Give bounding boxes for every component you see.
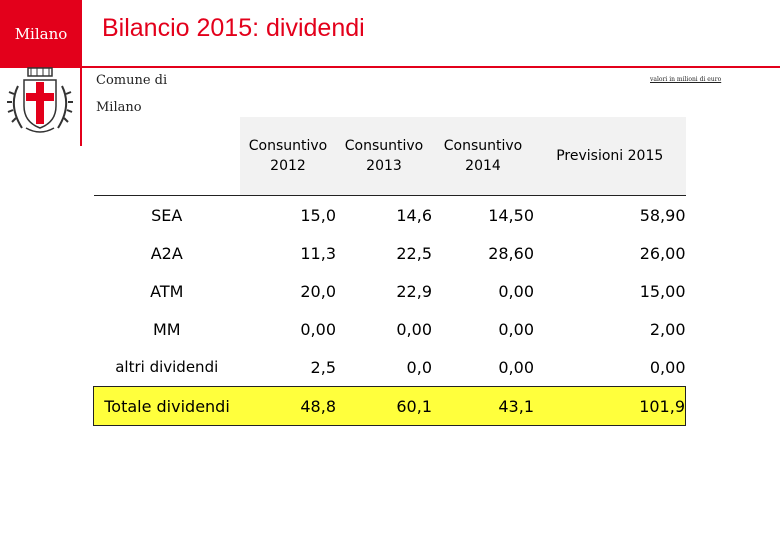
row-label: altri dividendi <box>115 358 219 376</box>
header-cell-2013: Consuntivo 2013 <box>336 117 432 196</box>
table-cell: 14,6 <box>336 195 432 234</box>
table-cell: 0,00 <box>498 357 534 377</box>
row-label: ATM <box>150 281 184 301</box>
row-label: A2A <box>150 243 183 263</box>
header-cell-2015: Previsioni 2015 <box>534 117 686 196</box>
table-cell: 0,00 <box>649 357 686 377</box>
table-cell: 0,00 <box>498 319 534 339</box>
table-cell: 58,90 <box>534 195 686 234</box>
table-cell: 2,00 <box>649 319 686 339</box>
row-label: Totale dividendi <box>93 386 240 426</box>
table-cell: 11,3 <box>300 243 336 263</box>
total-row: Totale dividendi 48,8 60,1 43,1 101,9 <box>93 386 686 426</box>
table-cell: 22,9 <box>396 281 432 301</box>
subtitle: Comune di Milano <box>96 67 167 121</box>
table-cell: 22,5 <box>396 243 432 263</box>
sidebar-divider <box>80 66 82 146</box>
table-cell: 20,0 <box>300 281 336 301</box>
header-cell-2012: Consuntivo 2012 <box>240 117 336 196</box>
row-label: MM <box>152 319 181 339</box>
coat-of-arms-icon <box>7 67 73 133</box>
logo-bar: Milano <box>0 0 82 68</box>
table-cell: 28,60 <box>488 243 534 263</box>
table-cell: 0,00 <box>300 319 336 339</box>
logo-text: Milano <box>14 25 68 43</box>
header-cell-2014: Consuntivo 2014 <box>432 117 534 196</box>
row-label: SEA <box>93 195 240 234</box>
table-cell: 0,00 <box>498 281 534 301</box>
table-cell: 14,50 <box>432 195 534 234</box>
table-cell: 0,00 <box>396 319 432 339</box>
subtitle-line-2: Milano <box>96 100 142 115</box>
table-cell: 15,0 <box>240 195 336 234</box>
table-cell: 60,1 <box>336 386 432 426</box>
subtitle-line-1: Comune di <box>96 73 168 88</box>
table-row: ATM 20,0 22,9 0,00 15,00 <box>94 272 686 310</box>
table-cell: 2,5 <box>310 357 336 377</box>
unit-note: valori in milioni di euro <box>650 76 722 83</box>
table-cell: 43,1 <box>432 386 534 426</box>
header-cell-label <box>93 117 240 196</box>
dividends-table: Consuntivo 2012 Consuntivo 2013 Consunti… <box>93 117 686 426</box>
table-row: altri dividendi 2,5 0,0 0,00 0,00 <box>94 348 686 387</box>
table-cell: 26,00 <box>639 243 686 263</box>
table-row: SEA 15,0 14,6 14,50 58,90 <box>93 195 686 234</box>
header-divider <box>82 66 780 68</box>
table-cell: 0,0 <box>406 357 432 377</box>
table-header-row: Consuntivo 2012 Consuntivo 2013 Consunti… <box>93 117 686 196</box>
page-title: Bilancio 2015: dividendi <box>102 14 365 42</box>
table-row: MM 0,00 0,00 0,00 2,00 <box>94 310 686 348</box>
table-cell: 48,8 <box>240 386 336 426</box>
table-cell: 15,00 <box>639 281 686 301</box>
table-cell: 101,9 <box>534 386 686 426</box>
table-row: A2A 11,3 22,5 28,60 26,00 <box>94 234 686 272</box>
